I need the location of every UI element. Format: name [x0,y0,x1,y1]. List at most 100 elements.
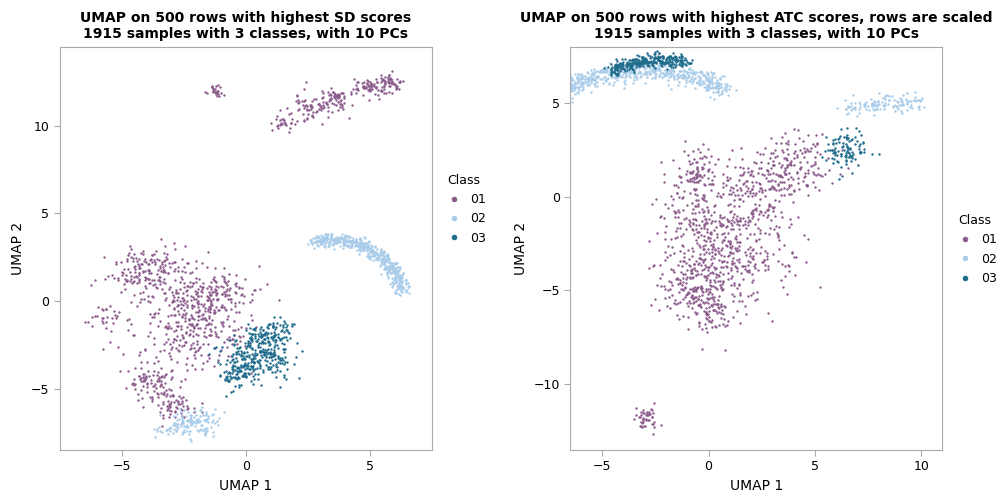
Point [707,160,723,168]
Point [903,100,919,108]
Point [360,245,376,254]
Point [253,323,269,331]
Point [699,315,715,323]
Point [718,241,734,249]
Point [264,322,280,330]
Point [183,344,200,352]
Point [141,260,157,268]
Point [644,67,660,75]
Point [704,180,720,188]
Point [155,268,171,276]
Point [147,384,163,392]
Point [757,192,773,200]
Point [827,148,843,156]
Point [176,428,193,436]
Point [262,359,278,367]
Point [272,336,288,344]
Point [665,266,681,274]
Point [336,244,352,252]
Point [156,268,172,276]
Point [143,270,159,278]
Point [601,79,617,87]
Point [193,351,209,359]
Point [689,196,706,204]
Point [255,345,271,353]
Point [167,288,183,296]
Point [240,362,256,370]
Point [257,361,273,369]
Point [647,63,663,71]
Point [262,350,278,358]
Point [682,64,699,72]
Point [881,96,897,104]
Point [849,137,865,145]
Point [216,303,232,311]
Point [845,105,861,113]
Point [342,114,358,122]
Point [699,83,715,91]
Point [665,70,681,78]
Point [169,420,185,428]
Point [153,381,169,389]
Point [131,275,147,283]
Point [146,313,162,322]
Point [356,241,372,249]
Point [660,277,676,285]
Point [671,78,687,86]
Point [760,205,776,213]
Point [612,63,628,71]
Point [234,367,250,375]
Point [781,160,797,168]
Point [387,274,403,282]
Point [694,80,710,88]
Point [646,261,662,269]
Point [722,237,738,245]
Point [657,71,673,79]
Point [746,158,762,166]
Point [839,153,855,161]
Point [121,249,137,257]
Point [868,101,884,109]
Point [664,67,680,75]
Point [626,58,642,66]
Point [254,332,270,340]
Point [253,333,269,341]
Point [664,243,680,251]
Point [244,363,260,371]
Point [782,181,798,189]
Point [703,288,719,296]
Point [268,361,284,369]
Point [173,342,190,350]
Point [192,282,208,290]
Point [162,392,178,400]
Point [710,81,726,89]
Point [361,86,377,94]
Point [145,382,161,390]
Point [175,301,192,309]
Point [701,84,717,92]
Point [145,367,161,375]
Point [363,80,379,88]
Point [681,68,698,76]
Point [687,170,704,178]
Point [680,59,697,68]
Point [635,55,651,64]
Point [687,215,704,223]
Point [617,67,633,75]
Point [164,373,180,381]
Point [277,319,293,327]
Point [224,335,240,343]
Point [138,371,154,380]
Point [702,215,718,223]
Point [634,423,650,431]
Point [547,92,563,100]
Point [827,151,843,159]
Point [678,273,695,281]
Point [702,78,718,86]
Point [278,374,294,383]
Point [212,83,228,91]
Point [202,305,218,313]
Point [733,269,749,277]
Point [807,131,824,139]
Point [691,254,708,262]
